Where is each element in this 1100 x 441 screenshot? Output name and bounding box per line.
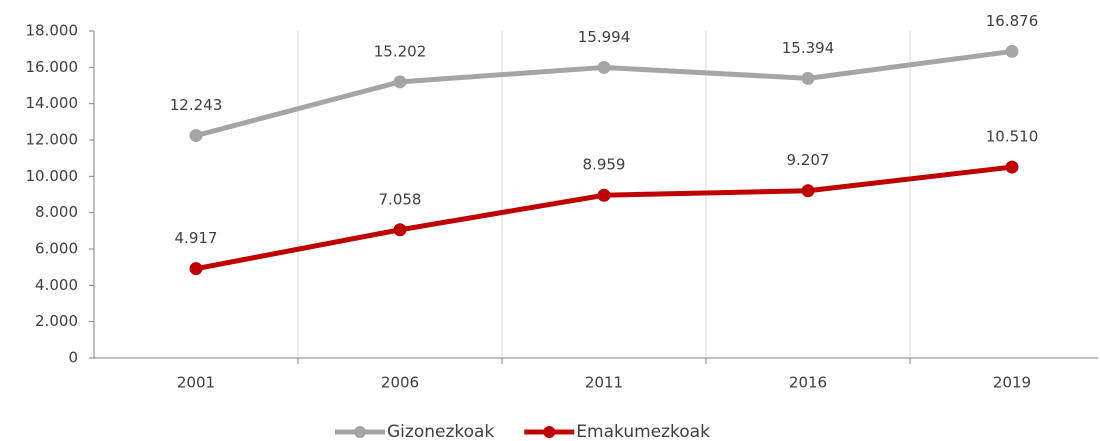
point: [597, 188, 611, 202]
point: [597, 60, 611, 74]
point: [801, 184, 815, 198]
point: [189, 129, 203, 143]
y-tick-label: 12.000: [26, 131, 79, 149]
data-label: 7.058: [379, 190, 422, 208]
y-tick-label: 18.000: [26, 22, 79, 40]
data-label: 10.510: [986, 128, 1039, 146]
y-tick-label: 14.000: [26, 94, 79, 112]
data-label: 4.917: [175, 229, 218, 247]
x-tick-label: 2001: [177, 374, 215, 392]
data-label: 12.243: [170, 96, 223, 114]
y-tick-label: 2.000: [35, 312, 78, 330]
data-label: 15.202: [374, 42, 427, 60]
point: [1005, 160, 1019, 174]
point: [1005, 44, 1019, 58]
data-label: 15.394: [782, 39, 835, 57]
legend-marker: [543, 426, 556, 438]
legend-label: Emakumezkoak: [576, 422, 710, 441]
y-tick-label: 16.000: [26, 58, 79, 76]
data-label: 8.959: [583, 156, 626, 174]
y-tick-label: 8.000: [35, 203, 78, 221]
x-tick-label: 2011: [585, 374, 623, 392]
data-label: 15.994: [578, 28, 631, 46]
point: [801, 71, 815, 85]
y-tick-label: 4.000: [35, 276, 78, 294]
legend-marker: [354, 426, 366, 438]
point: [393, 75, 407, 89]
series-line: [195, 164, 1013, 272]
y-tick-label: 10.000: [26, 167, 79, 185]
legend-label: Gizonezkoak: [387, 422, 494, 441]
y-tick-label: 0: [68, 349, 78, 367]
data-label: 16.876: [986, 12, 1039, 30]
x-tick-label: 2006: [381, 374, 419, 392]
data-label: 9.207: [787, 151, 830, 169]
x-tick-label: 2019: [993, 374, 1031, 392]
x-tick-label: 2016: [789, 374, 827, 392]
y-tick-label: 6.000: [35, 240, 78, 258]
point: [189, 262, 203, 276]
point: [393, 223, 407, 237]
